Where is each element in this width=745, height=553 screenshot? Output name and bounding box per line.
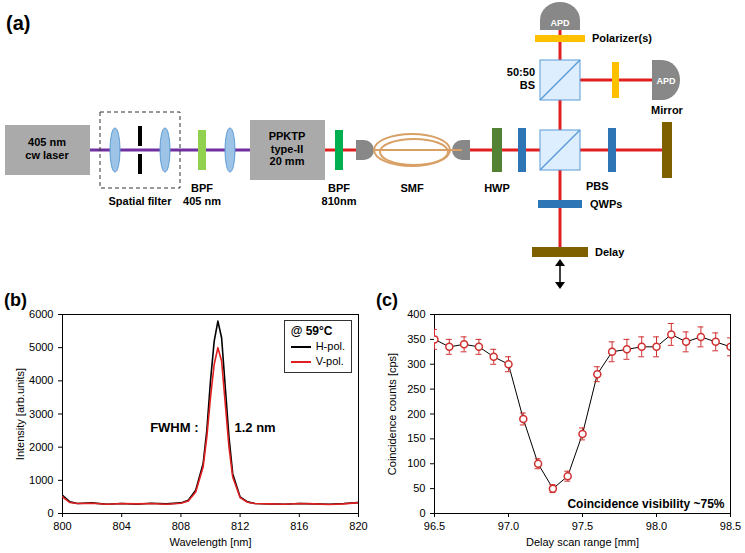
svg-text:97.0: 97.0 bbox=[498, 520, 519, 532]
svg-text:50:50BS: 50:50BS bbox=[507, 66, 535, 91]
svg-text:150: 150 bbox=[407, 432, 425, 444]
html-text:V-pol.: V-pol. bbox=[315, 355, 344, 367]
svg-text:98.5: 98.5 bbox=[720, 520, 741, 532]
svg-text:Intensity [arb.units]: Intensity [arb.units] bbox=[14, 368, 26, 460]
svg-text:97.5: 97.5 bbox=[572, 520, 593, 532]
svg-text:Delay: Delay bbox=[595, 246, 625, 258]
svg-text:96.5: 96.5 bbox=[424, 520, 445, 532]
svg-text:5000: 5000 bbox=[29, 341, 53, 353]
svg-text:820: 820 bbox=[349, 520, 367, 532]
svg-text:1000: 1000 bbox=[29, 474, 53, 486]
svg-text:3000: 3000 bbox=[29, 408, 53, 420]
svg-text:BPF810nm: BPF810nm bbox=[322, 182, 357, 207]
svg-text:Coincidence counts [cps]: Coincidence counts [cps] bbox=[386, 353, 398, 475]
svg-text:Coincidence visibility ~75%: Coincidence visibility ~75% bbox=[567, 497, 724, 511]
svg-text:250: 250 bbox=[407, 383, 425, 395]
svg-text:200: 200 bbox=[407, 408, 425, 420]
html-text:H-pol.: H-pol. bbox=[315, 340, 345, 352]
svg-text:Mirror: Mirror bbox=[651, 104, 684, 116]
svg-text:6000: 6000 bbox=[29, 308, 53, 320]
html-text:(c): (c) bbox=[376, 290, 398, 310]
svg-text:HWP: HWP bbox=[484, 182, 510, 194]
svg-text:BPF405 nm: BPF405 nm bbox=[183, 182, 221, 207]
svg-text:Delay scan range [mm]: Delay scan range [mm] bbox=[526, 536, 639, 548]
svg-text:Polarizer(s): Polarizer(s) bbox=[592, 32, 652, 44]
svg-text:300: 300 bbox=[407, 358, 425, 370]
svg-text:Wavelength [nm]: Wavelength [nm] bbox=[169, 536, 251, 548]
html-text:@ 59°C: @ 59°C bbox=[290, 324, 333, 338]
svg-text:FWHM :: FWHM : bbox=[150, 420, 198, 435]
svg-text:800: 800 bbox=[53, 520, 71, 532]
svg-text:100: 100 bbox=[407, 457, 425, 469]
svg-text:QWPs: QWPs bbox=[590, 198, 622, 210]
svg-text:APD: APD bbox=[656, 76, 676, 86]
svg-text:400: 400 bbox=[407, 308, 425, 320]
svg-text:Spatial filter: Spatial filter bbox=[109, 195, 173, 207]
svg-text:350: 350 bbox=[407, 333, 425, 345]
svg-text:0: 0 bbox=[419, 507, 425, 519]
svg-text:816: 816 bbox=[290, 520, 308, 532]
svg-text:98.0: 98.0 bbox=[646, 520, 667, 532]
svg-text:1.2 nm: 1.2 nm bbox=[235, 420, 276, 435]
svg-text:2000: 2000 bbox=[29, 441, 53, 453]
svg-text:PBS: PBS bbox=[586, 180, 609, 192]
svg-text:50: 50 bbox=[413, 482, 425, 494]
svg-text:0: 0 bbox=[47, 507, 53, 519]
svg-text:APD: APD bbox=[550, 18, 570, 28]
svg-text:PPKTPtype-II20 mm: PPKTPtype-II20 mm bbox=[269, 130, 306, 167]
svg-text:804: 804 bbox=[113, 520, 131, 532]
svg-text:SMF: SMF bbox=[400, 182, 424, 194]
svg-text:812: 812 bbox=[231, 520, 249, 532]
html-text:(b): (b) bbox=[4, 290, 27, 310]
svg-text:(a): (a) bbox=[6, 12, 30, 34]
svg-text:808: 808 bbox=[172, 520, 190, 532]
svg-text:4000: 4000 bbox=[29, 374, 53, 386]
svg-text:405 nmcw laser: 405 nmcw laser bbox=[25, 136, 69, 161]
